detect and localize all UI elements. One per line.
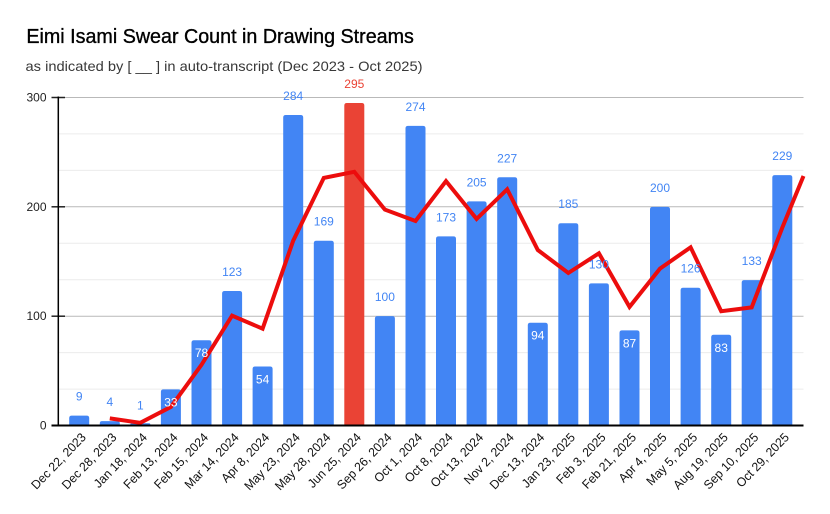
svg-text:126: 126: [681, 262, 701, 276]
svg-text:284: 284: [283, 89, 303, 103]
svg-text:83: 83: [715, 341, 729, 355]
svg-text:78: 78: [195, 346, 209, 360]
svg-text:54: 54: [256, 373, 270, 387]
svg-text:87: 87: [623, 336, 637, 350]
svg-text:205: 205: [467, 175, 487, 189]
svg-text:0: 0: [40, 419, 47, 433]
svg-text:130: 130: [589, 257, 609, 271]
svg-text:94: 94: [531, 329, 545, 343]
svg-text:295: 295: [344, 77, 364, 91]
svg-text:123: 123: [222, 265, 242, 279]
svg-text:as indicated by [ __ ] in auto: as indicated by [ __ ] in auto-transcrip…: [26, 58, 423, 74]
svg-text:1: 1: [137, 398, 144, 412]
svg-text:9: 9: [76, 390, 83, 404]
svg-text:173: 173: [436, 210, 456, 224]
svg-text:274: 274: [405, 100, 425, 114]
svg-text:Eimi Isami Swear Count in Draw: Eimi Isami Swear Count in Drawing Stream…: [26, 26, 414, 48]
svg-text:100: 100: [375, 290, 395, 304]
svg-text:133: 133: [742, 254, 762, 268]
svg-text:4: 4: [106, 395, 113, 409]
svg-text:200: 200: [26, 200, 46, 214]
svg-text:229: 229: [772, 149, 792, 163]
svg-text:33: 33: [164, 395, 178, 409]
svg-text:169: 169: [314, 215, 334, 229]
svg-text:100: 100: [26, 309, 46, 323]
svg-text:185: 185: [558, 197, 578, 211]
svg-text:200: 200: [650, 181, 670, 195]
svg-text:300: 300: [26, 91, 46, 105]
svg-text:227: 227: [497, 151, 517, 165]
